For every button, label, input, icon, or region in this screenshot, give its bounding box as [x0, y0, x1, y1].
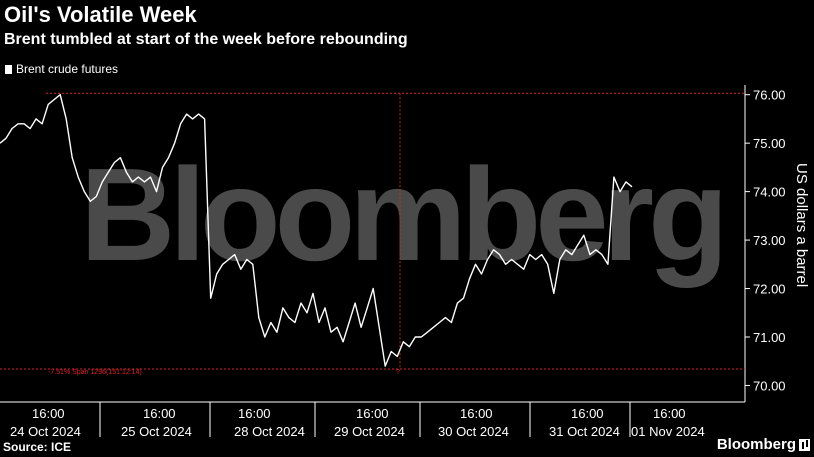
- x-tick-time-label: 16:00: [143, 406, 176, 421]
- x-tick-time-label: 16:00: [32, 406, 65, 421]
- x-tick-date-label: 31 Oct 2024: [549, 424, 620, 439]
- chart-title: Oil's Volatile Week: [4, 2, 197, 27]
- x-tick-time-label: 16:00: [653, 406, 686, 421]
- span-annotation: -7.51% Span 1296(151:12:14): [48, 369, 142, 376]
- legend-label: Brent crude futures: [16, 62, 119, 76]
- brand-logo: Bloomberg: [716, 436, 796, 453]
- legend: Brent crude futures: [5, 62, 118, 76]
- x-tick-date-label: 25 Oct 2024: [121, 424, 192, 439]
- chart-subtitle: Brent tumbled at start of the week befor…: [4, 31, 408, 48]
- x-tick-date-label: 24 Oct 2024: [10, 424, 81, 439]
- watermark: Bloomberg: [80, 141, 723, 288]
- x-tick-date-label: 29 Oct 2024: [334, 424, 405, 439]
- x-tick-time-label: 16:00: [238, 406, 271, 421]
- y-tick-label: 73.00: [753, 233, 786, 248]
- x-tick-time-label: 16:00: [571, 406, 604, 421]
- x-tick-date-label: 01 Nov 2024: [631, 424, 705, 439]
- x-tick-time-label: 16:00: [356, 406, 389, 421]
- y-tick-label: 71.00: [753, 330, 786, 345]
- x-tick-date-label: 30 Oct 2024: [438, 424, 509, 439]
- annotation-marker: ?: [396, 369, 400, 376]
- series-layer: [0, 93, 633, 367]
- y-tick-label: 70.00: [753, 378, 786, 393]
- reference-lines: [0, 92, 745, 370]
- source-note: Source: ICE: [3, 440, 72, 454]
- y-tick-label: 72.00: [753, 282, 786, 297]
- x-tick-time-label: 16:00: [460, 406, 493, 421]
- y-axis-title: US dollars a barrel: [793, 163, 810, 287]
- terminal-icon: [799, 439, 810, 451]
- y-tick-label: 74.00: [753, 185, 786, 200]
- x-tick-date-label: 28 Oct 2024: [234, 424, 305, 439]
- axes: 70.00 71.00 72.00 73.00 74.00 75.00 76.00 16:00…: [0, 85, 786, 439]
- series-line-brent: [0, 93, 633, 367]
- y-tick-label: 76.00: [753, 88, 786, 103]
- legend-swatch: [5, 64, 12, 74]
- y-tick-label: 75.00: [753, 136, 786, 151]
